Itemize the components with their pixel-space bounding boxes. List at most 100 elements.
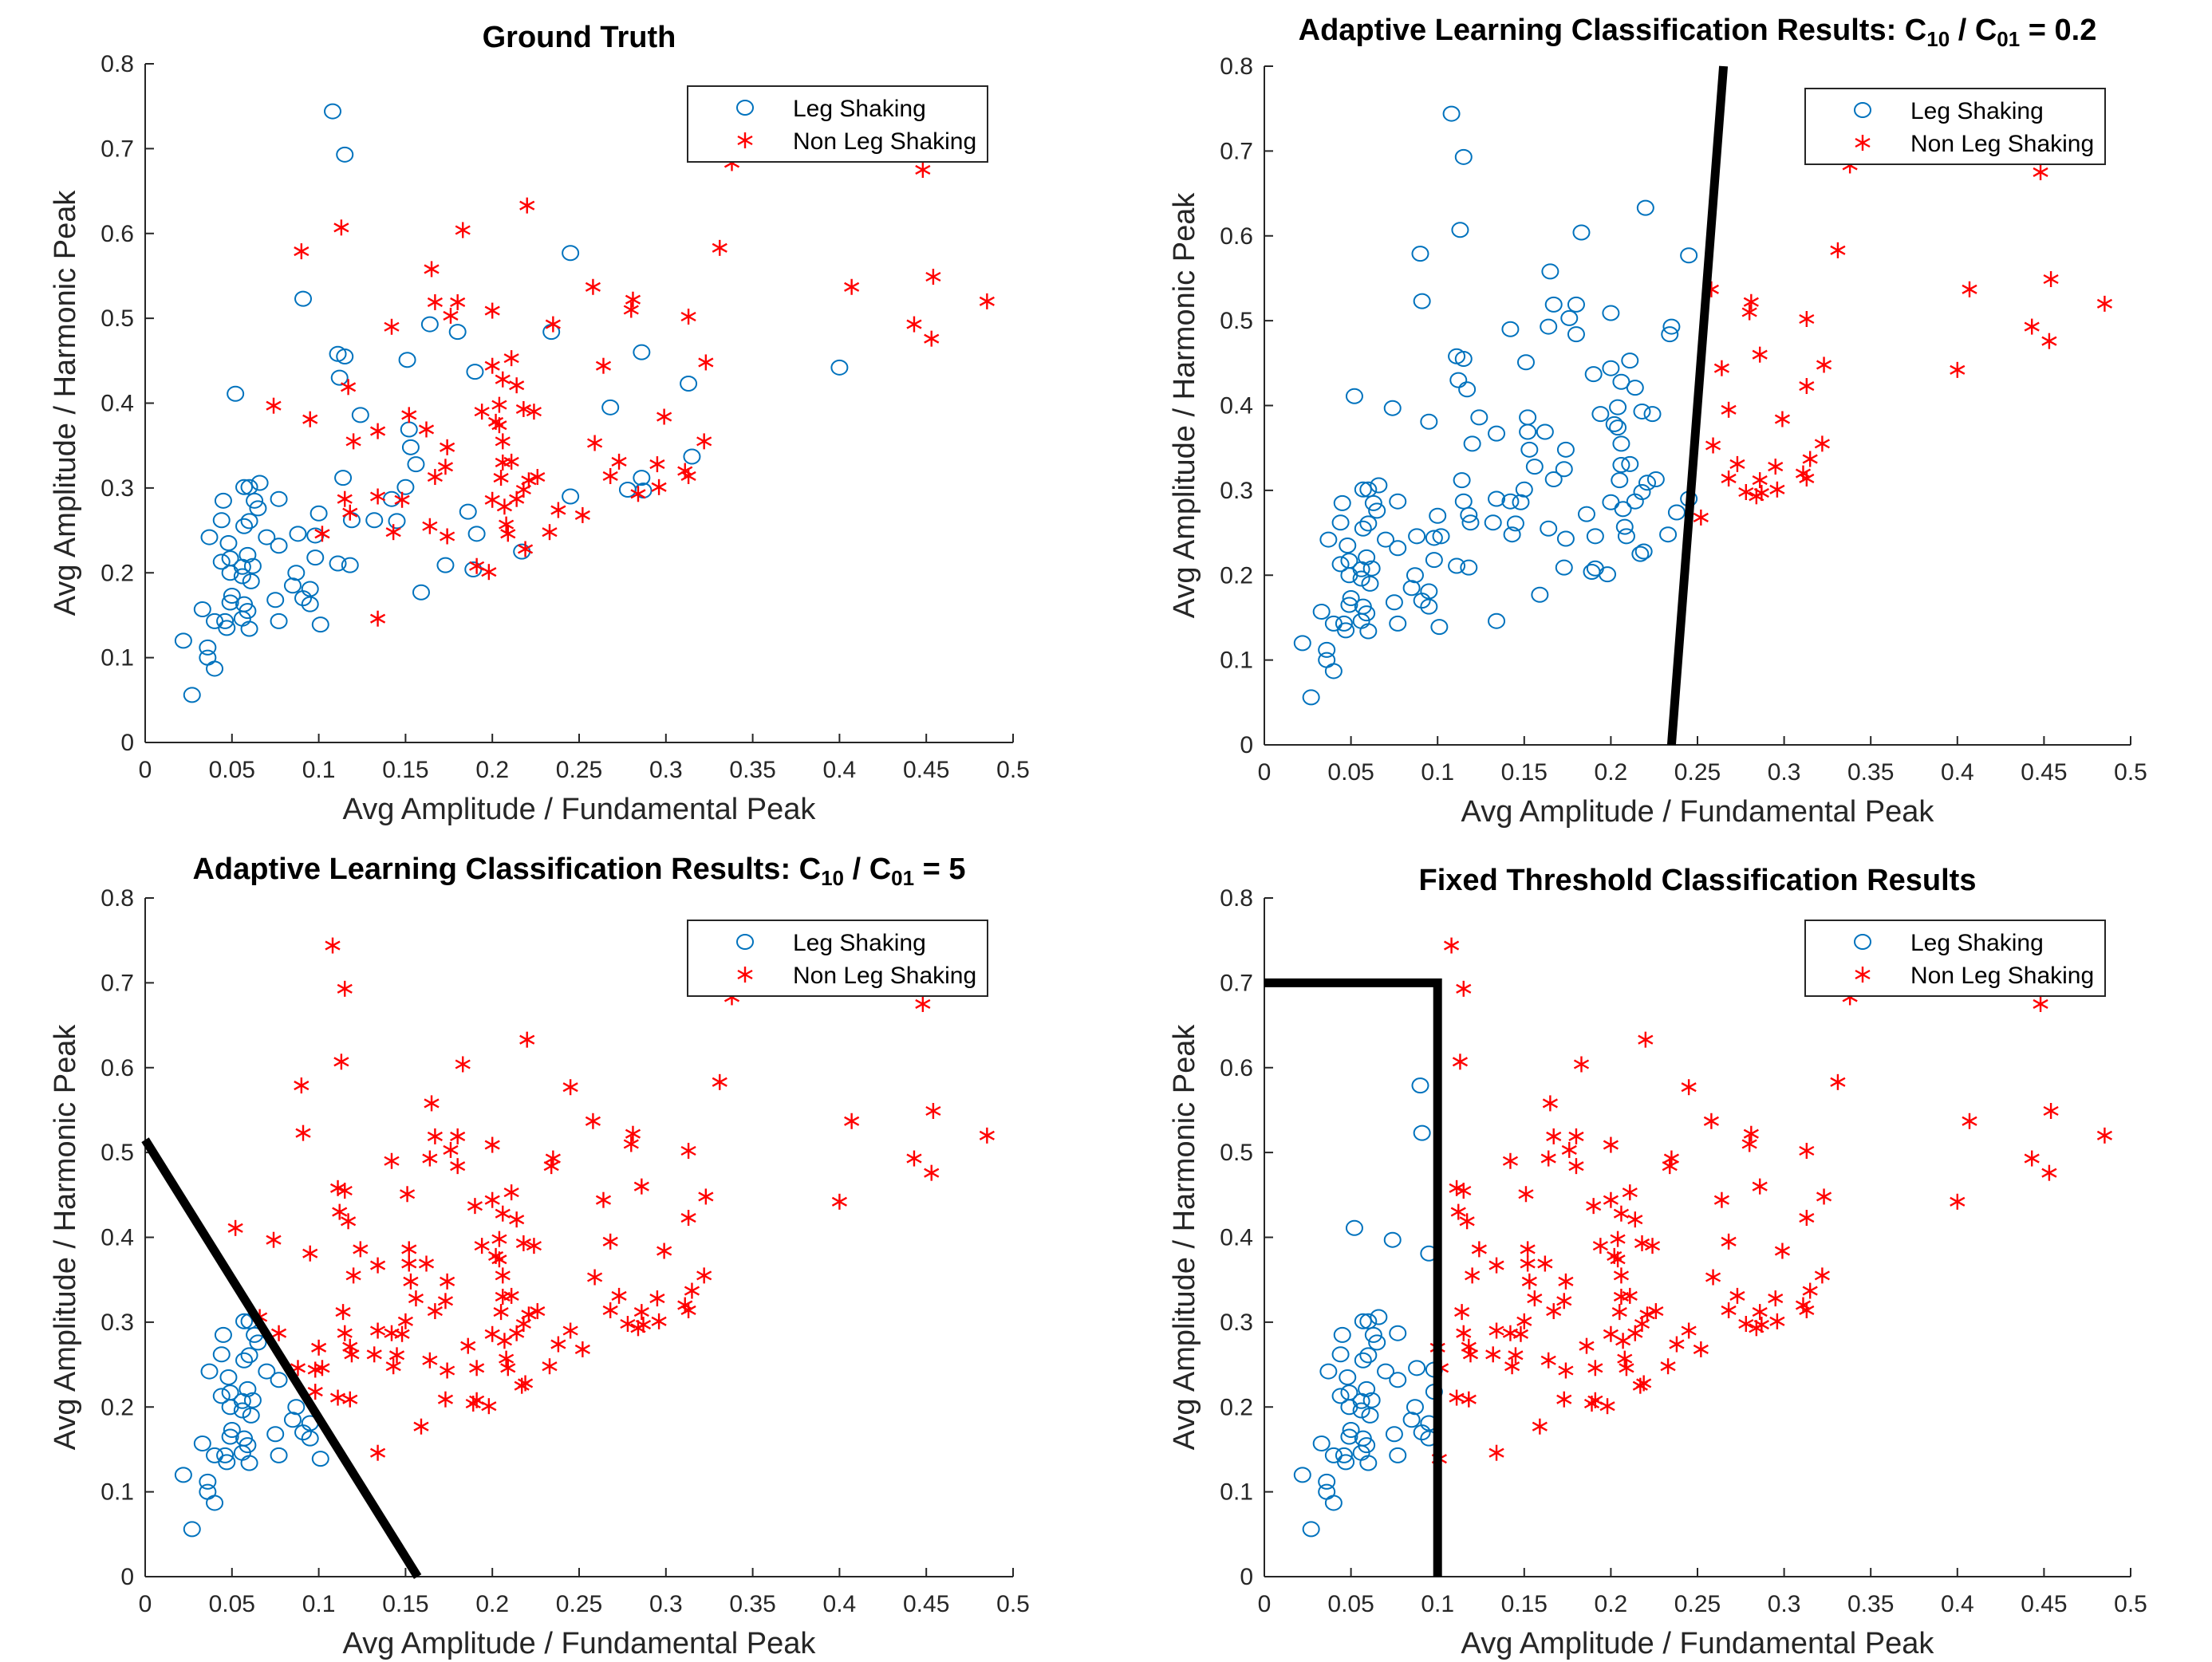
non-leg-shaking-point — [437, 1391, 454, 1408]
non-leg-shaking-point — [925, 269, 941, 286]
y-tick-label: 0.4 — [1220, 1225, 1253, 1251]
leg-shaking-point — [1389, 1372, 1407, 1388]
leg-shaking-point — [1572, 224, 1591, 241]
leg-shaking-point — [1621, 352, 1639, 369]
non-leg-shaking-point — [1830, 242, 1846, 258]
leg-shaking-point — [1345, 1219, 1363, 1236]
non-leg-shaking-point — [1799, 310, 1815, 327]
non-leg-shaking-point — [422, 1150, 438, 1167]
leg-shaking-point — [1626, 380, 1644, 396]
leg-shaking-point — [235, 1313, 254, 1329]
non-leg-shaking-point — [1461, 1391, 1477, 1408]
leg-shaking-point — [1389, 615, 1407, 632]
leg-shaking-point — [1340, 1399, 1358, 1416]
leg-shaking-point — [242, 1407, 260, 1424]
non-leg-shaking-point — [266, 397, 282, 414]
leg-shaking-point — [1413, 293, 1431, 309]
leg-shaking-point — [1354, 481, 1372, 498]
leg-shaking-point — [219, 535, 238, 552]
leg-shaking-point — [1633, 403, 1651, 419]
non-leg-shaking-point — [611, 1287, 627, 1304]
non-leg-shaking-point — [493, 1304, 509, 1321]
non-leg-shaking-point — [384, 1325, 400, 1341]
non-leg-shaking-point — [1599, 1398, 1615, 1415]
non-leg-shaking-point — [418, 421, 435, 438]
non-leg-shaking-point — [1603, 1325, 1619, 1342]
non-leg-shaking-point — [1611, 1304, 1627, 1321]
x-axis-label: Avg Amplitude / Fundamental Peak — [1461, 1627, 1935, 1660]
leg-shaking-point — [1319, 531, 1338, 548]
legend-circle-icon — [736, 100, 754, 116]
non-leg-shaking-point — [1452, 1054, 1469, 1070]
y-tick-label: 0.2 — [101, 1394, 134, 1420]
leg-shaking-point — [1340, 567, 1358, 584]
non-leg-shaking-point — [422, 1352, 438, 1369]
non-leg-shaking-point — [342, 1338, 358, 1355]
y-tick-label: 0.2 — [1220, 1394, 1253, 1420]
non-leg-shaking-point — [1504, 1358, 1520, 1375]
leg-shaking-point — [214, 492, 232, 509]
leg-shaking-point — [1408, 1360, 1426, 1376]
x-tick-label: 0.3 — [649, 1591, 683, 1617]
non-leg-shaking-point — [924, 330, 940, 347]
y-tick-label: 0 — [1240, 1564, 1253, 1590]
leg-shaking-point — [336, 146, 354, 163]
non-leg-shaking-point — [1705, 437, 1721, 454]
leg-shaking-point — [1599, 566, 1617, 583]
non-leg-shaking-point — [1627, 1211, 1643, 1228]
non-leg-shaking-point — [495, 433, 511, 450]
leg-shaking-point — [1368, 1334, 1386, 1351]
non-leg-shaking-point — [587, 1269, 603, 1286]
leg-shaking-point — [1609, 419, 1627, 436]
x-tick-label: 0.15 — [1501, 1591, 1548, 1617]
non-leg-shaking-point — [1795, 465, 1812, 482]
leg-shaking-point — [1536, 423, 1554, 440]
leg-shaking-point — [250, 475, 269, 491]
leg-shaking-point — [1586, 560, 1604, 577]
leg-shaking-point — [1402, 1412, 1421, 1428]
leg-shaking-point — [233, 1402, 251, 1419]
y-tick-label: 0 — [1240, 732, 1253, 758]
leg-shaking-point — [1359, 515, 1378, 532]
leg-shaking-point — [1362, 560, 1381, 577]
non-leg-shaking-point — [1713, 360, 1729, 376]
leg-shaking-point — [1354, 520, 1372, 537]
y-tick-label: 0.5 — [101, 305, 134, 332]
y-tick-label: 0.6 — [1220, 223, 1253, 250]
leg-shaking-point — [1420, 413, 1438, 430]
x-tick-label: 0.2 — [475, 1591, 509, 1617]
non-leg-shaking-point — [491, 1251, 507, 1268]
leg-shaking-point — [294, 590, 313, 607]
non-leg-shaking-point — [680, 467, 696, 484]
leg-shaking-point — [382, 490, 400, 507]
non-leg-shaking-point — [437, 459, 454, 475]
non-leg-shaking-point — [1721, 470, 1737, 486]
non-leg-shaking-point — [1540, 1352, 1556, 1369]
legend-star-icon — [1855, 135, 1871, 151]
leg-shaking-point — [1352, 1402, 1370, 1419]
non-leg-shaking-point — [1752, 472, 1768, 489]
non-leg-shaking-point — [562, 1079, 578, 1096]
non-leg-shaking-point — [1520, 1255, 1536, 1272]
x-tick-label: 0.1 — [302, 757, 336, 783]
leg-shaking-point — [200, 529, 219, 545]
non-leg-shaking-point — [333, 1054, 349, 1070]
leg-shaking-point — [336, 348, 354, 364]
leg-shaking-point — [240, 513, 258, 530]
non-leg-shaking-point — [1774, 1243, 1791, 1259]
leg-shaking-point — [1612, 373, 1630, 390]
leg-shaking-point — [193, 1435, 211, 1451]
leg-shaking-point — [1318, 641, 1336, 658]
non-leg-shaking-point — [2024, 318, 2040, 335]
title-text: = 5 — [914, 853, 965, 886]
leg-shaking-point — [1583, 563, 1601, 580]
non-leg-shaking-point — [1537, 1255, 1553, 1272]
non-leg-shaking-point — [651, 1313, 667, 1329]
non-leg-shaking-point — [1512, 1325, 1529, 1342]
leg-shaking-point — [1324, 1447, 1343, 1463]
non-leg-shaking-point — [1799, 378, 1815, 395]
leg-shaking-point — [301, 596, 319, 612]
non-leg-shaking-point — [1962, 281, 1977, 297]
non-leg-shaking-point — [1749, 488, 1764, 505]
leg-shaking-point — [1556, 530, 1575, 547]
